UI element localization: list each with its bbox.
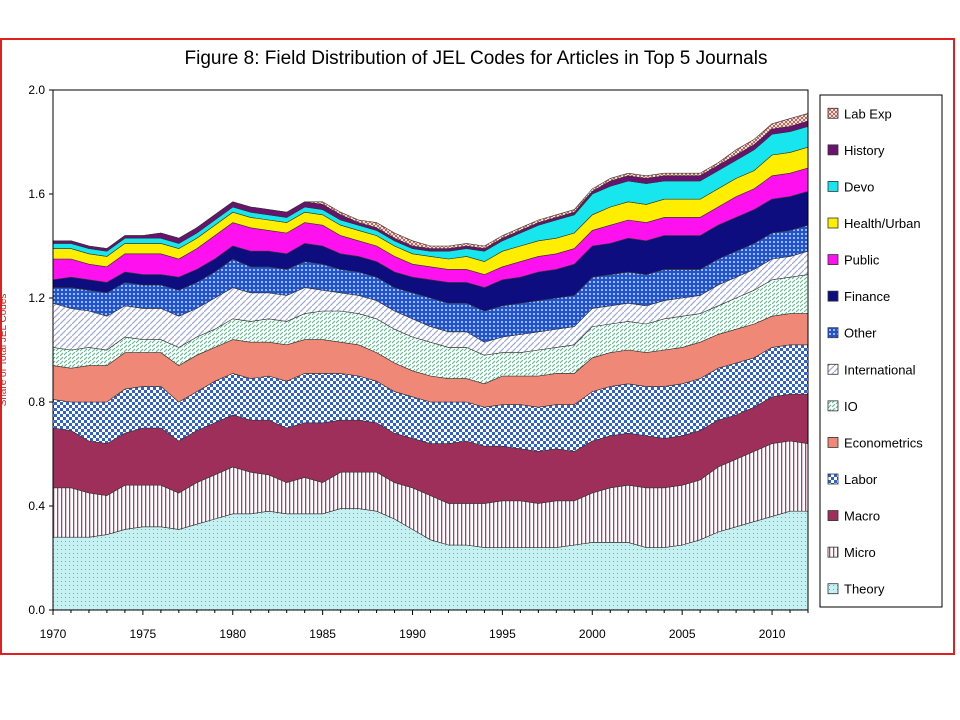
chart-title: Figure 8: Field Distribution of JEL Code… bbox=[185, 48, 768, 69]
x-tick-label: 1980 bbox=[219, 627, 246, 641]
legend-swatch-theory bbox=[827, 583, 839, 595]
x-tick-label: 1985 bbox=[309, 627, 336, 641]
legend-swatch-io bbox=[827, 400, 839, 412]
x-tick-label: 1970 bbox=[40, 627, 67, 641]
legend-swatch-micro bbox=[827, 546, 839, 558]
legend-label-devo: Devo bbox=[844, 179, 874, 194]
legend-label-labor: Labor bbox=[844, 472, 878, 487]
legend-box bbox=[819, 94, 943, 608]
legend-swatch-history bbox=[827, 144, 839, 156]
area-layers bbox=[52, 113, 809, 611]
y-axis-label: Share of Total JEL Codes bbox=[0, 294, 9, 407]
legend: Lab Exp History Devo Health/Urban Public Fina… bbox=[819, 94, 943, 608]
legend-swatch-health-urban bbox=[827, 217, 839, 229]
y-tick-label: 0.8 bbox=[28, 395, 45, 409]
x-tick-label: 2005 bbox=[669, 627, 696, 641]
legend-label-other: Other bbox=[844, 326, 877, 341]
legend-swatch-labor bbox=[827, 473, 839, 485]
legend-swatch-finance bbox=[827, 290, 839, 302]
legend-swatch-international bbox=[827, 363, 839, 375]
y-tick-label: 2.0 bbox=[28, 83, 45, 97]
legend-label-theory: Theory bbox=[844, 582, 885, 597]
y-tick-label: 1.2 bbox=[28, 291, 45, 305]
x-tick-label: 1975 bbox=[130, 627, 157, 641]
legend-label-public: Public bbox=[844, 253, 880, 268]
legend-swatch-econometrics bbox=[827, 437, 839, 448]
legend-swatch-other bbox=[827, 327, 839, 339]
legend-label-health-urban: Health/Urban bbox=[844, 216, 921, 231]
legend-label-lab-exp: Lab Exp bbox=[844, 106, 892, 121]
x-tick-label: 1990 bbox=[399, 627, 426, 641]
legend-swatch-lab-exp bbox=[827, 107, 839, 119]
y-tick-label: 1.6 bbox=[28, 187, 45, 201]
legend-label-finance: Finance bbox=[844, 289, 890, 304]
legend-swatch-public bbox=[827, 254, 839, 265]
x-tick-label: 1995 bbox=[489, 627, 516, 641]
y-tick-label: 0.0 bbox=[28, 603, 45, 617]
legend-label-macro: Macro bbox=[844, 509, 880, 524]
axes: 0.0 0.4 0.8 1.2 1.6 2.0 1970 1975 1980 1985 1990 19… bbox=[28, 83, 809, 641]
legend-label-econometrics: Econometrics bbox=[844, 435, 923, 450]
x-tick-label: 2000 bbox=[579, 627, 606, 641]
chart-frame bbox=[0, 38, 955, 655]
legend-label-micro: Micro bbox=[844, 545, 876, 560]
legend-label-io: IO bbox=[844, 399, 858, 414]
legend-swatch-macro bbox=[827, 510, 839, 521]
legend-label-history: History bbox=[844, 143, 885, 158]
y-tick-label: 0.4 bbox=[28, 499, 45, 513]
legend-label-international: International bbox=[844, 362, 916, 377]
legend-swatch-devo bbox=[827, 181, 839, 192]
x-tick-label: 2010 bbox=[759, 627, 786, 641]
